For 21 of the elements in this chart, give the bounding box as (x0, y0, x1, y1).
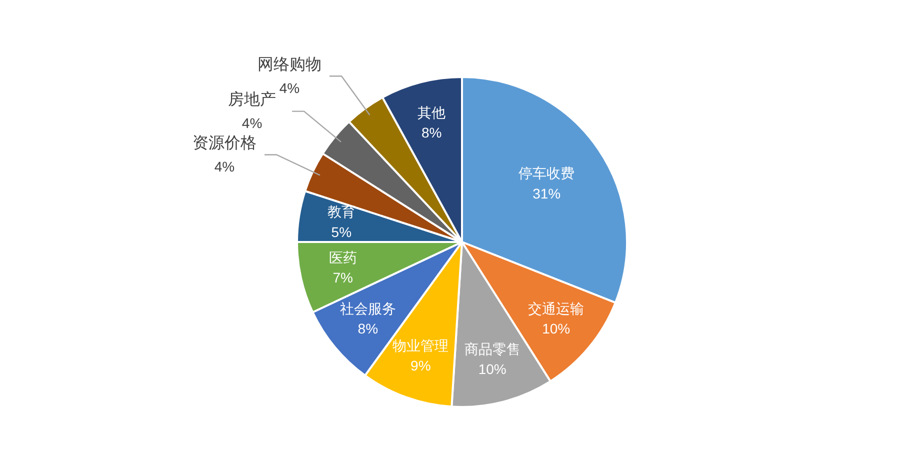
data-label: 7% (332, 269, 353, 286)
slice-label: 停车收费 (518, 166, 575, 182)
data-label: 8% (422, 124, 442, 141)
data-label: 4% (242, 115, 262, 132)
slice-label: 交通运输 (528, 301, 584, 318)
data-label: 4% (279, 80, 300, 96)
data-label: 31% (532, 185, 561, 202)
slice-label: 网络购物 (258, 54, 322, 74)
slice-label: 房地产 (228, 89, 276, 108)
slice-label: 社会服务 (340, 301, 396, 318)
data-label: 5% (331, 224, 352, 240)
data-label: 10% (478, 361, 506, 378)
slice-label: 物业管理 (392, 338, 449, 355)
slice-label: 医药 (328, 250, 357, 266)
data-label: 8% (358, 320, 378, 337)
slice-label: 其他 (418, 105, 446, 122)
data-label: 9% (410, 358, 431, 374)
slice-label: 资源价格 (192, 132, 257, 152)
data-label: 10% (542, 320, 570, 337)
data-label: 4% (214, 158, 235, 175)
slice-label: 商品零售 (464, 342, 520, 358)
